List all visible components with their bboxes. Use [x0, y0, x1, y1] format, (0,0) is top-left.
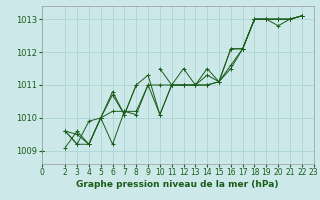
X-axis label: Graphe pression niveau de la mer (hPa): Graphe pression niveau de la mer (hPa): [76, 180, 279, 189]
